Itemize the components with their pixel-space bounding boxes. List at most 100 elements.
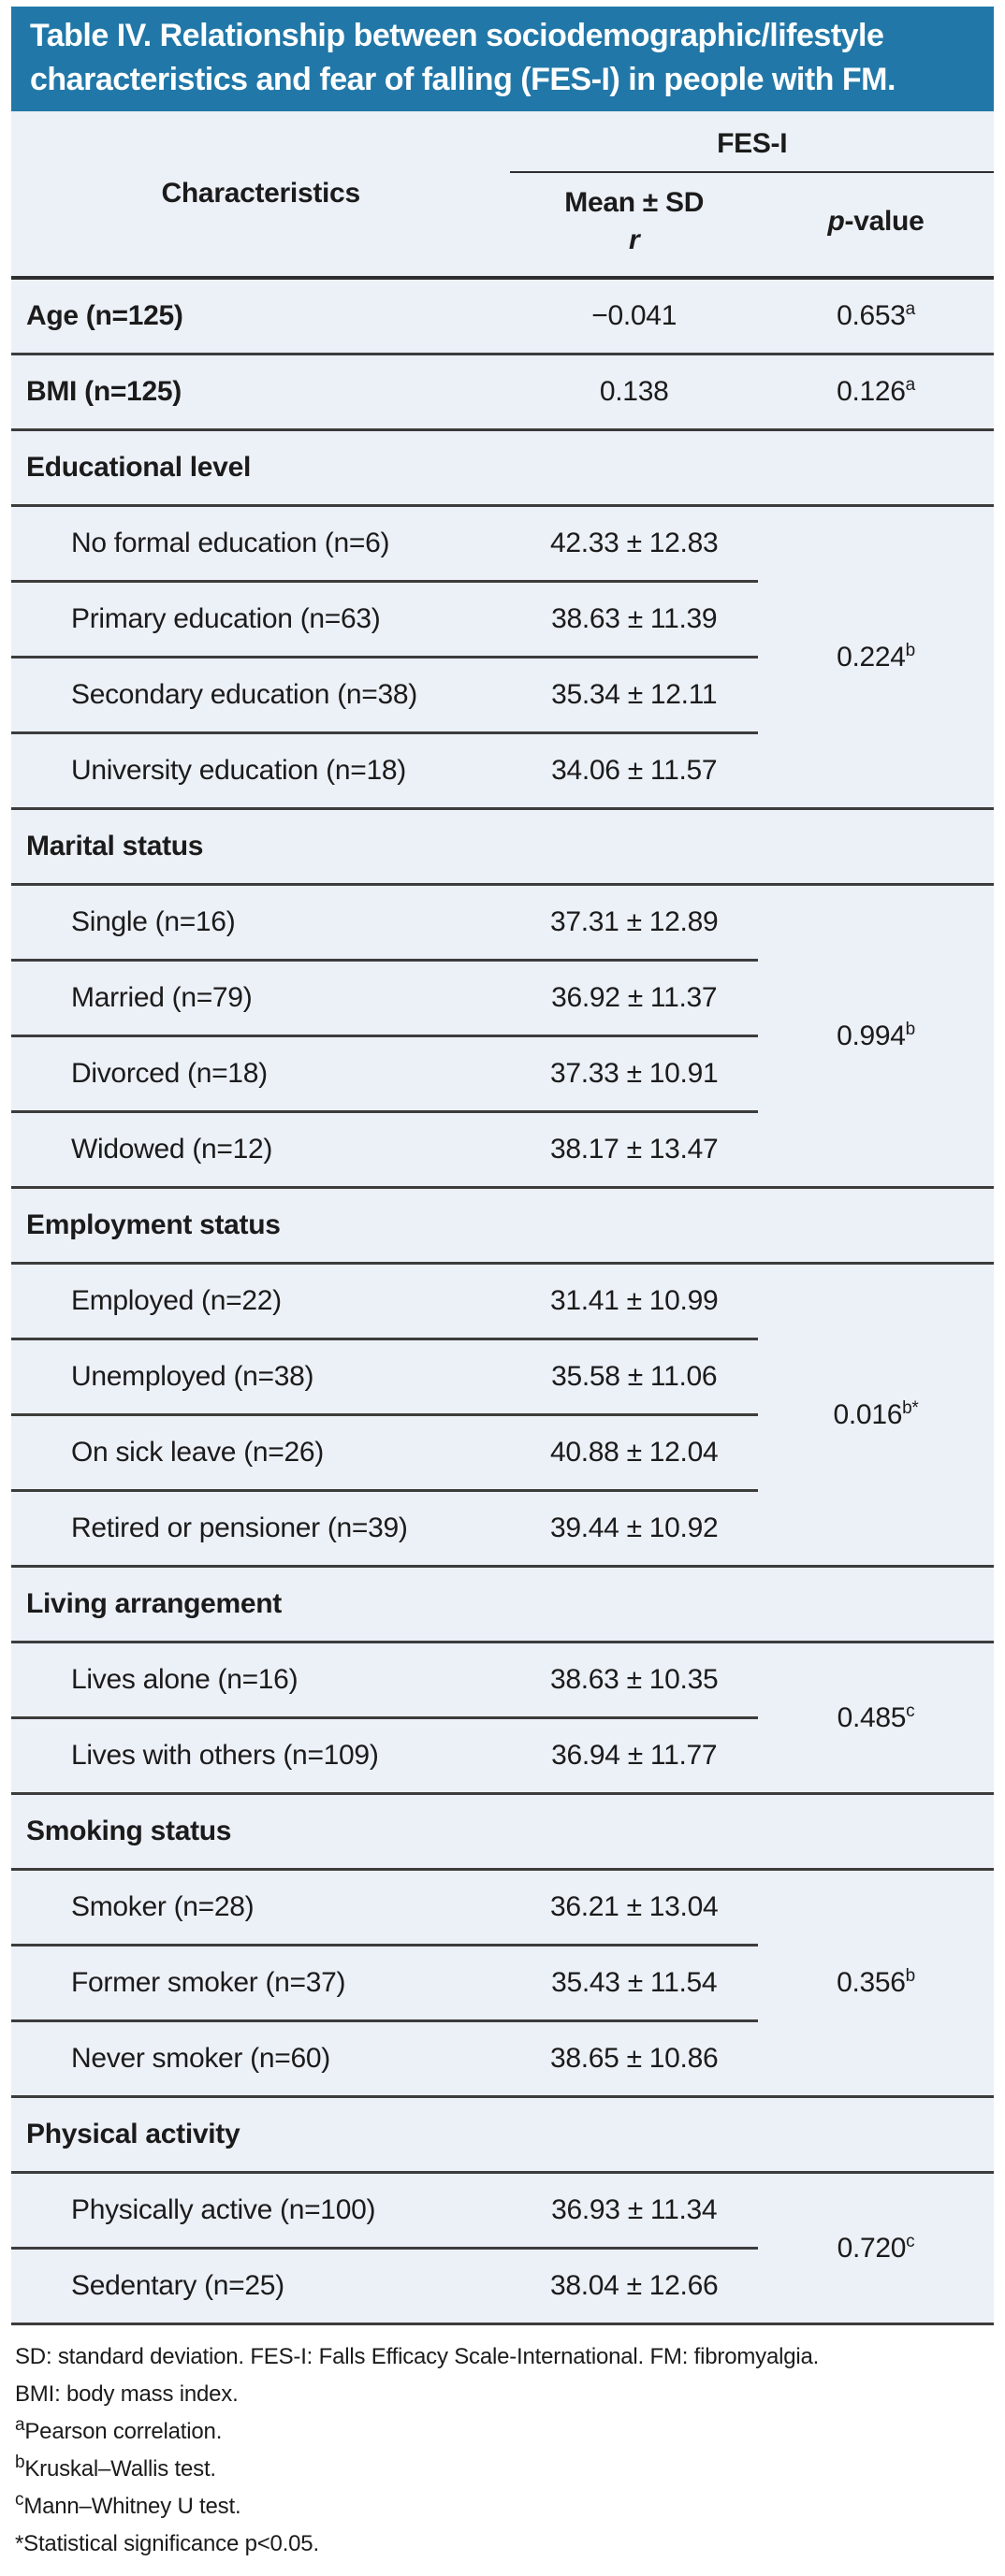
p-value: 0.356b: [757, 1869, 994, 2098]
table-row: Sedentary (n=25) 38.04 ± 12.66: [11, 2248, 994, 2325]
mean-sd-value: 35.34 ± 12.11: [510, 657, 758, 734]
table-row: Lives with others (n=109) 36.94 ± 11.77: [11, 1717, 994, 1795]
row-label: Former smoker (n=37): [11, 1945, 511, 2022]
p-value: 0.720c: [757, 2172, 994, 2325]
table-title: Table IV. Relationship between sociodemo…: [11, 7, 994, 111]
mean-sd-value: 36.92 ± 11.37: [510, 960, 758, 1037]
section-header-row: Educational level: [11, 429, 994, 507]
table-row: Married (n=79) 36.92 ± 11.37: [11, 960, 994, 1037]
row-label: Lives alone (n=16): [11, 1642, 511, 1719]
row-label: Employed (n=22): [11, 1263, 511, 1340]
section-header-row: Living arrangement: [11, 1566, 994, 1643]
footnote-c: cMann–Whitney U test.: [15, 2490, 241, 2519]
mean-sd-label: Mean ± SD: [564, 187, 705, 218]
table-title-line-1: Table IV. Relationship between sociodemo…: [30, 18, 884, 53]
section-header: Living arrangement: [11, 1566, 994, 1643]
table-row: Retired or pensioner (n=39) 39.44 ± 10.9…: [11, 1490, 994, 1568]
footnote-b: bKruskal–Wallis test.: [15, 2453, 216, 2482]
row-label: Single (n=16): [11, 884, 511, 962]
mean-sd-value: 38.04 ± 12.66: [510, 2248, 758, 2325]
p-value-superscript: b: [905, 640, 916, 660]
mean-sd-value: 36.93 ± 11.34: [510, 2172, 758, 2250]
row-label: No formal education (n=6): [11, 505, 511, 583]
row-label: Unemployed (n=38): [11, 1339, 511, 1416]
table-row-age: Age (n=125) −0.041 0.653a: [11, 278, 994, 355]
table-row: Single (n=16) 37.31 ± 12.89 0.994b: [11, 884, 994, 1189]
table-title-line-2: characteristics and fear of falling (FES…: [30, 62, 896, 97]
mean-sd-value: 39.44 ± 10.92: [510, 1490, 758, 1568]
mean-sd-value: 35.58 ± 11.06: [510, 1339, 758, 1416]
row-label: Primary education (n=63): [11, 581, 511, 658]
section-header-row: Marital status: [11, 808, 994, 886]
mean-sd-value: 34.06 ± 11.57: [510, 732, 758, 810]
row-label: On sick leave (n=26): [11, 1414, 511, 1492]
mean-sd-value: 42.33 ± 12.83: [510, 505, 758, 583]
column-header-p-value: p-value: [757, 172, 994, 280]
row-label: Retired or pensioner (n=39): [11, 1490, 511, 1568]
p-value: 0.653a: [757, 278, 994, 355]
section-header: Marital status: [11, 808, 994, 886]
r-value: −0.041: [510, 278, 758, 355]
table-row: Physically active (n=100) 36.93 ± 11.34 …: [11, 2172, 994, 2325]
section-header: Educational level: [11, 429, 994, 507]
section-header: Smoking status: [11, 1793, 994, 1871]
section-header: Physical activity: [11, 2096, 994, 2174]
table-row: Widowed (n=12) 38.17 ± 13.47: [11, 1111, 994, 1189]
row-label: Age (n=125): [11, 278, 511, 355]
column-header-characteristics: Characteristics: [11, 111, 511, 280]
p-value: 0.994b: [757, 884, 994, 1189]
p-value-superscript: b: [905, 1966, 916, 1986]
row-label: Secondary education (n=38): [11, 657, 511, 734]
column-group-fesi: FES-I: [510, 111, 994, 173]
table-row: Never smoker (n=60) 38.65 ± 10.86: [11, 2020, 994, 2098]
section-header-row: Employment status: [11, 1187, 994, 1265]
data-table: Characteristics FES-I Mean ± SD r p-valu…: [11, 111, 994, 2325]
mean-sd-value: 35.43 ± 11.54: [510, 1945, 758, 2022]
table-row: Divorced (n=18) 37.33 ± 10.91: [11, 1035, 994, 1113]
table-row: On sick leave (n=26) 40.88 ± 12.04: [11, 1414, 994, 1492]
column-header-mean-sd-r: Mean ± SD r: [510, 172, 758, 280]
row-label: Physically active (n=100): [11, 2172, 511, 2250]
mean-sd-value: 40.88 ± 12.04: [510, 1414, 758, 1492]
table-footnotes: SD: standard deviation. FES-I: Falls Eff…: [11, 2325, 994, 2563]
footnote-abbreviations-2: BMI: body mass index.: [15, 2381, 239, 2407]
footnote-significance: *Statistical significance p<0.05.: [15, 2531, 319, 2556]
row-label: BMI (n=125): [11, 354, 511, 431]
row-label: Smoker (n=28): [11, 1869, 511, 1946]
mean-sd-value: 36.94 ± 11.77: [510, 1717, 758, 1795]
row-label: Married (n=79): [11, 960, 511, 1037]
p-value: 0.224b: [757, 505, 994, 810]
mean-sd-value: 38.63 ± 11.39: [510, 581, 758, 658]
table-header: Characteristics FES-I Mean ± SD r p-valu…: [11, 111, 994, 280]
mean-sd-value: 38.63 ± 10.35: [510, 1642, 758, 1719]
table-row: Primary education (n=63) 38.63 ± 11.39: [11, 581, 994, 658]
data-table-container: Characteristics FES-I Mean ± SD r p-valu…: [11, 111, 994, 2325]
r-value: 0.138: [510, 354, 758, 431]
table-row: No formal education (n=6) 42.33 ± 12.83 …: [11, 505, 994, 810]
p-value-superscript: c: [906, 2231, 915, 2251]
table-row: Lives alone (n=16) 38.63 ± 10.35 0.485c: [11, 1642, 994, 1795]
row-label: Divorced (n=18): [11, 1035, 511, 1113]
table-row: Secondary education (n=38) 35.34 ± 12.11: [11, 657, 994, 734]
row-label: Never smoker (n=60): [11, 2020, 511, 2098]
p-value: 0.485c: [757, 1642, 994, 1795]
table-row-bmi: BMI (n=125) 0.138 0.126a: [11, 354, 994, 431]
p-value-superscript: b: [905, 1019, 916, 1039]
r-label: r: [629, 224, 640, 255]
row-label: University education (n=18): [11, 732, 511, 810]
mean-sd-value: 38.65 ± 10.86: [510, 2020, 758, 2098]
p-value-superscript: c: [906, 1700, 915, 1721]
mean-sd-value: 31.41 ± 10.99: [510, 1263, 758, 1340]
p-value-superscript: b*: [902, 1397, 919, 1418]
mean-sd-value: 38.17 ± 13.47: [510, 1111, 758, 1189]
p-value-superscript: a: [905, 299, 916, 319]
table-body: Age (n=125) −0.041 0.653a BMI (n=125) 0.…: [11, 278, 994, 2325]
mean-sd-value: 37.31 ± 12.89: [510, 884, 758, 962]
table-row: Smoker (n=28) 36.21 ± 13.04 0.356b: [11, 1869, 994, 2098]
section-header: Employment status: [11, 1187, 994, 1265]
section-header-row: Smoking status: [11, 1793, 994, 1871]
mean-sd-value: 37.33 ± 10.91: [510, 1035, 758, 1113]
table-row: Unemployed (n=38) 35.58 ± 11.06: [11, 1339, 994, 1416]
p-value: 0.126a: [757, 354, 994, 431]
